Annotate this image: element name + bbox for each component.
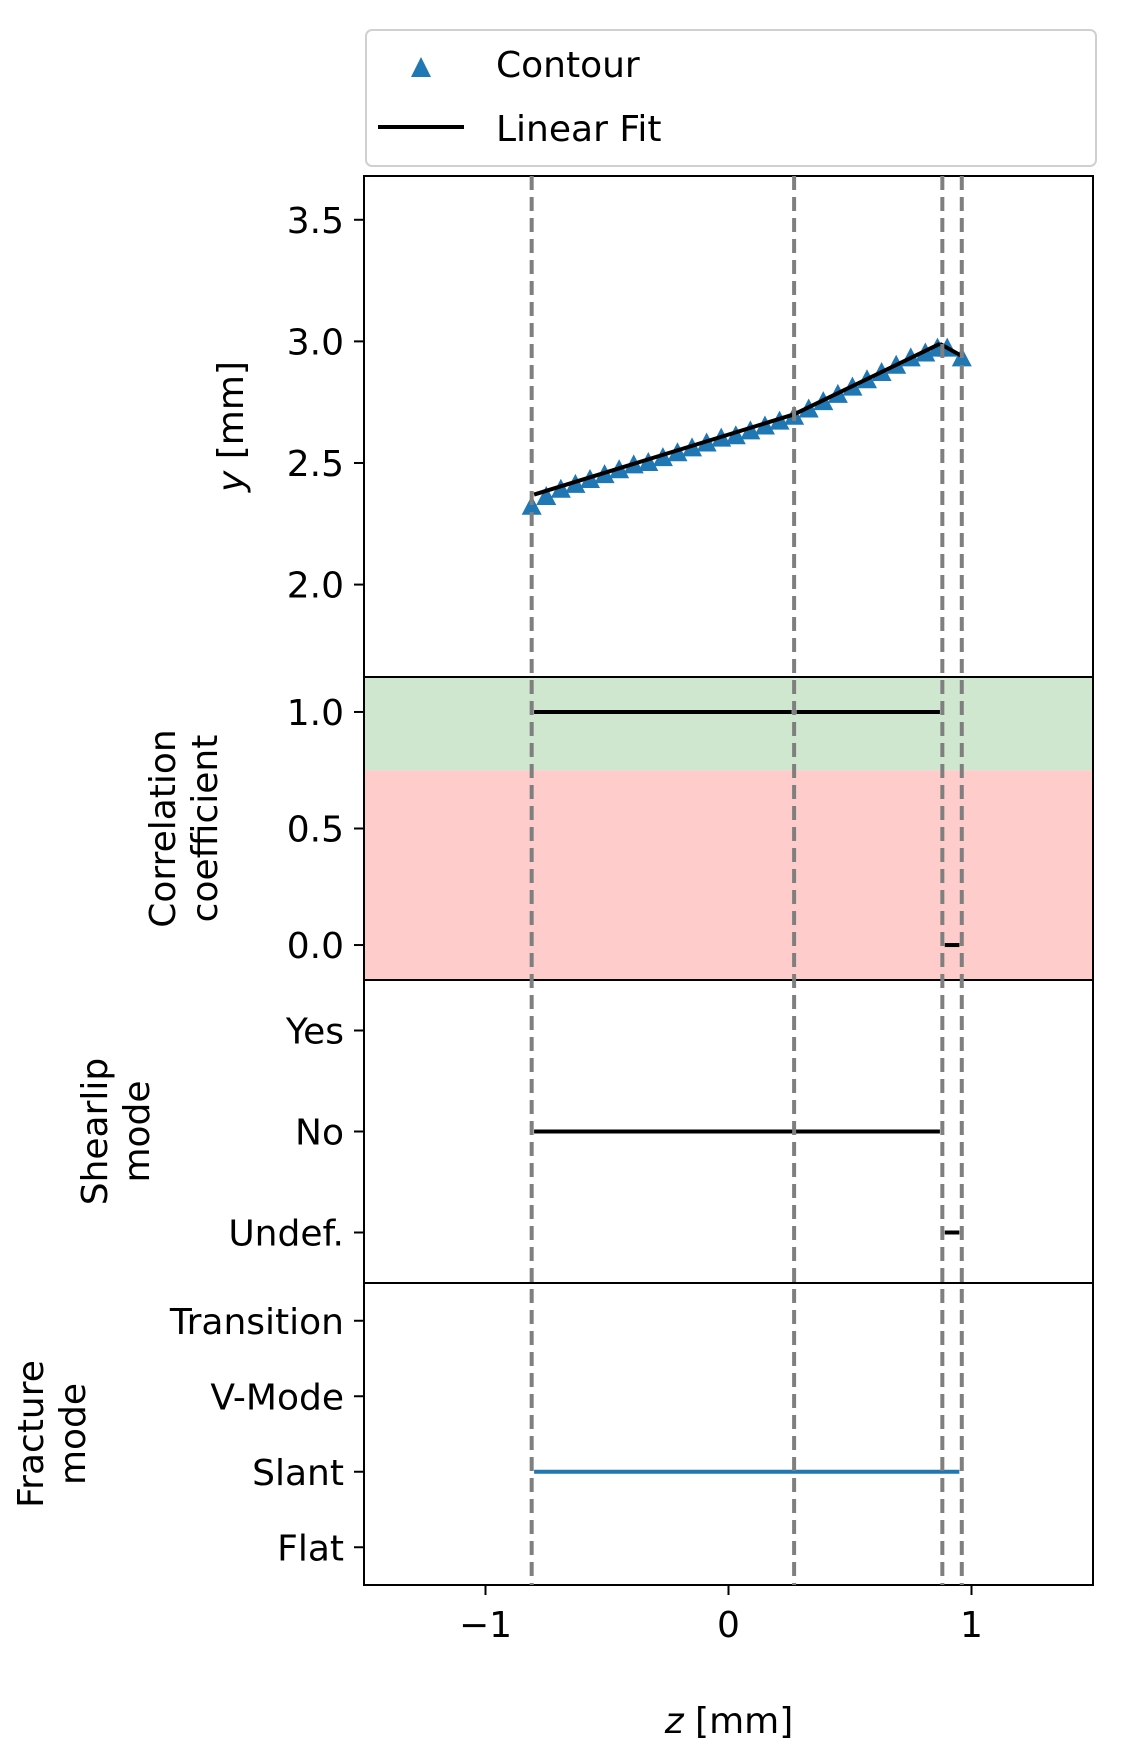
y-tick-label: Flat xyxy=(277,1528,344,1569)
linear-fit-segment xyxy=(533,412,795,497)
legend-contour-marker xyxy=(411,57,431,77)
panel-shearlip: Undef. No Yes Shearlip mode xyxy=(75,979,1094,1284)
x-axis-label-var: z xyxy=(664,1701,685,1742)
contour-point xyxy=(521,495,542,515)
x-axis: −1 0 1 xyxy=(459,1585,983,1646)
legend-box xyxy=(365,29,1097,167)
y-tick-label: 0.5 xyxy=(287,810,344,851)
x-axis-label-unit: [mm] xyxy=(684,1701,794,1742)
band-0 xyxy=(364,677,1093,771)
band-1 xyxy=(364,770,1093,980)
panel-correlation: 0.0 0.5 1.0 Correlation coefficient xyxy=(143,676,1094,981)
segment-boundaries xyxy=(529,176,964,1585)
contour-point xyxy=(725,425,746,445)
y-tick-label: V-Mode xyxy=(210,1377,344,1418)
y-axis-label: mode xyxy=(117,1080,158,1182)
x-tick-label: 1 xyxy=(960,1605,983,1646)
linear-fit-segment xyxy=(793,342,941,417)
y-tick-label: 2.0 xyxy=(287,566,344,607)
y-tick-label: 3.0 xyxy=(287,322,344,363)
y-tick-label: Undef. xyxy=(228,1214,344,1255)
y-axis-label: mode xyxy=(53,1383,94,1485)
y-axis-label-var: y xyxy=(211,470,252,493)
y-axis-label: Correlation xyxy=(143,729,184,928)
panel-fracture: Flat Slant V-Mode Transition Fracture mode xyxy=(11,1282,1094,1586)
panels: 2.0 2.5 3.0 3.5 y [mm] 0.0 0.5 1.0 Correlation co… xyxy=(11,175,1094,1586)
y-tick-label: 2.5 xyxy=(287,444,344,485)
x-tick-label: −1 xyxy=(459,1605,512,1646)
contour-point xyxy=(638,451,659,471)
y-axis-label: Shearlip xyxy=(75,1058,116,1206)
y-tick-label: No xyxy=(295,1113,344,1154)
y-axis-label: y [mm] xyxy=(211,361,252,493)
panel-frame xyxy=(363,1282,1094,1586)
legend-contour-label: Contour xyxy=(496,45,640,86)
y-axis-label: Fracture xyxy=(11,1360,52,1508)
y-tick-label: Slant xyxy=(252,1453,344,1494)
y-tick-label: Transition xyxy=(169,1302,344,1343)
y-tick-label: 1.0 xyxy=(287,693,344,734)
y-axis-label-unit: [mm] xyxy=(211,361,252,471)
panel-frame xyxy=(363,175,1094,678)
panel-profile: 2.0 2.5 3.0 3.5 y [mm] xyxy=(211,175,1094,678)
y-tick-label: Yes xyxy=(285,1012,344,1053)
contour-point xyxy=(536,486,557,506)
legend: Contour Linear Fit xyxy=(365,29,1097,167)
x-axis-label: z [mm] xyxy=(664,1701,794,1742)
y-tick-label: 0.0 xyxy=(287,926,344,967)
y-tick-label: 3.5 xyxy=(287,201,344,242)
y-axis-label: coefficient xyxy=(185,735,226,923)
legend-linear-fit-label: Linear Fit xyxy=(496,109,662,150)
x-tick-label: 0 xyxy=(717,1605,740,1646)
